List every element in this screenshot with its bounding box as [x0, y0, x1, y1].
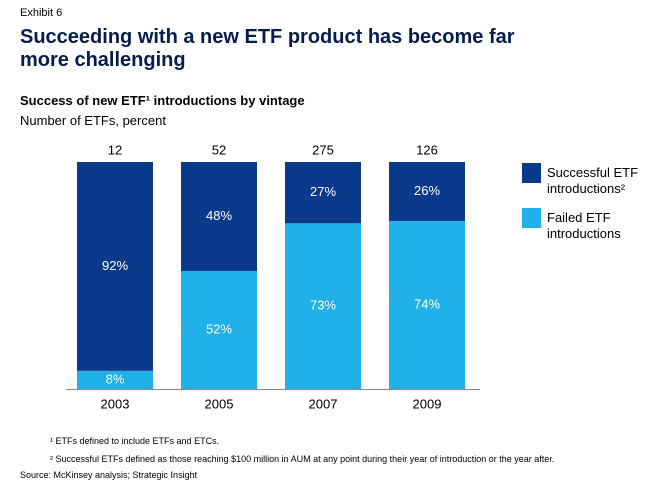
chart-title: Succeeding with a new ETF product has be…: [20, 26, 515, 72]
legend-label: Successful ETF introductions²: [547, 165, 639, 196]
data-label: 92%: [102, 258, 128, 273]
total-label: 12: [108, 142, 122, 157]
data-label: 73%: [310, 298, 336, 313]
chart-subtitle: Success of new ETF¹ introductions by vin…: [20, 93, 305, 108]
total-label: 275: [312, 142, 334, 157]
bar-segment: [77, 370, 153, 389]
x-tick-label: 2007: [309, 396, 338, 411]
title-line: Succeeding with a new ETF product has be…: [20, 26, 515, 48]
data-label: 74%: [414, 296, 440, 311]
legend-swatch: [522, 163, 541, 183]
footnote: ¹ ETFs defined to include ETFs and ETCs.: [50, 436, 220, 446]
x-tick-label: 2005: [205, 396, 234, 411]
data-label: 27%: [310, 184, 336, 199]
bar-segment: [181, 162, 257, 271]
x-tick-label: 2009: [413, 396, 442, 411]
data-label: 8%: [106, 371, 125, 386]
bar-segment: [389, 162, 465, 222]
legend-swatch: [522, 208, 541, 228]
footnote: ² Successful ETFs defined as those reach…: [50, 454, 555, 464]
bar-segment: [389, 221, 465, 389]
total-label: 126: [416, 142, 438, 157]
y-axis-label: Number of ETFs, percent: [20, 113, 166, 128]
legend-label: Failed ETF introductions: [547, 210, 621, 241]
bar-segment: [181, 270, 257, 389]
data-label: 52%: [206, 321, 232, 336]
bar-segment: [285, 223, 361, 389]
bar-segment: [285, 162, 361, 224]
data-label: 26%: [414, 183, 440, 198]
x-tick-label: 2003: [101, 396, 130, 411]
source: Source: McKinsey analysis; Strategic Ins…: [20, 470, 198, 480]
exhibit-label: Exhibit 6: [20, 7, 63, 19]
total-label: 52: [212, 142, 226, 157]
bar-segment: [77, 162, 153, 371]
title-line: more challenging: [20, 49, 186, 71]
data-label: 48%: [206, 208, 232, 223]
